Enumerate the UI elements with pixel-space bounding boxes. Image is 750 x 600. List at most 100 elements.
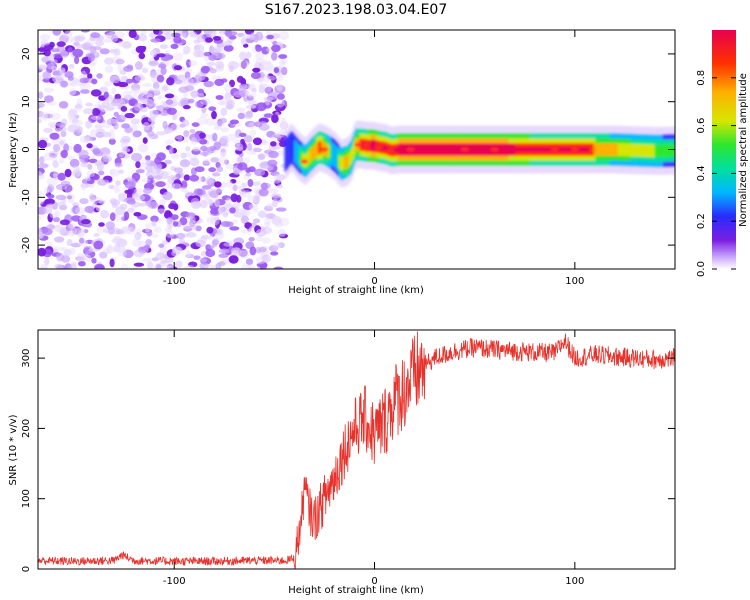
noise-speckle <box>54 236 65 243</box>
noise-speckle <box>244 113 253 120</box>
noise-speckle <box>61 247 68 252</box>
noise-speckle <box>253 218 261 224</box>
noise-speckle <box>182 30 189 38</box>
noise-speckle <box>92 197 103 204</box>
noise-speckle <box>126 199 136 205</box>
noise-speckle <box>241 188 252 193</box>
ridge-segment <box>436 146 439 153</box>
noise-speckle <box>264 221 271 228</box>
ridge-segment <box>353 142 356 155</box>
noise-speckle <box>238 132 247 137</box>
noise-speckle <box>248 122 255 129</box>
noise-speckle <box>173 167 184 173</box>
noise-speckle <box>107 244 113 253</box>
ridge-segment <box>294 140 297 163</box>
noise-speckle <box>255 31 264 41</box>
noise-speckle <box>192 49 202 57</box>
noise-speckle <box>183 174 190 181</box>
noise-speckle <box>39 111 49 119</box>
noise-speckle <box>79 135 89 144</box>
noise-speckle <box>214 199 220 208</box>
noise-speckle <box>70 82 77 88</box>
ridge-segment <box>342 157 345 170</box>
noise-speckle <box>130 118 140 125</box>
noise-speckle <box>123 65 134 72</box>
noise-speckle <box>113 111 119 117</box>
noise-speckle <box>248 237 255 242</box>
noise-speckle <box>254 121 263 128</box>
noise-speckle <box>165 170 171 176</box>
ridge-segment <box>600 143 603 156</box>
noise-speckle <box>209 190 219 198</box>
noise-speckle <box>73 143 82 153</box>
snr-tick-labels: -100 0 100 0 100 200 300 <box>21 349 584 587</box>
noise-speckle <box>180 180 188 189</box>
noise-speckle <box>99 48 110 55</box>
colorbar-tick-label: 0.8 <box>696 70 707 86</box>
noise-speckle <box>155 181 166 188</box>
noise-speckle <box>171 248 178 254</box>
noise-speckle <box>207 234 214 241</box>
colorbar-tick-label: 0.2 <box>696 213 707 229</box>
noise-speckle <box>199 151 209 156</box>
noise-speckle <box>212 132 218 142</box>
ridge-segment <box>667 144 670 157</box>
noise-speckle <box>52 246 64 252</box>
ridge-segment <box>630 143 633 157</box>
noise-speckle <box>270 251 279 256</box>
noise-speckle <box>229 79 235 88</box>
noise-speckle <box>172 52 184 61</box>
noise-speckle <box>201 106 207 114</box>
noise-speckle <box>115 213 125 222</box>
noise-speckle <box>94 123 104 129</box>
noise-speckle <box>118 152 125 158</box>
ridge-segment <box>664 144 667 157</box>
noise-speckle <box>162 191 173 201</box>
noise-speckle <box>266 34 274 40</box>
noise-speckle <box>118 192 125 199</box>
noise-speckle <box>112 48 122 56</box>
noise-speckle <box>193 188 204 196</box>
noise-speckle <box>85 120 93 129</box>
noise-speckle <box>172 221 179 227</box>
noise-speckle <box>135 169 145 174</box>
noise-speckle <box>68 247 76 255</box>
noise-speckle <box>75 256 85 261</box>
noise-speckle <box>113 98 123 104</box>
noise-speckle <box>115 58 125 65</box>
noise-speckle <box>228 255 239 264</box>
noise-speckle <box>172 246 182 252</box>
noise-speckle <box>112 227 121 235</box>
noise-speckle <box>273 215 281 221</box>
noise-speckle <box>49 112 61 121</box>
noise-speckle <box>90 89 102 97</box>
noise-speckle <box>273 266 284 269</box>
ridge-segment <box>503 146 507 153</box>
noise-speckle <box>264 217 271 226</box>
noise-speckle <box>103 38 113 43</box>
noise-speckle <box>156 152 167 161</box>
ridge-segment <box>670 144 673 157</box>
noise-speckle <box>223 242 234 247</box>
noise-speckle <box>211 75 222 80</box>
ridge-segment <box>528 146 531 153</box>
noise-speckle <box>210 157 220 163</box>
noise-speckle <box>157 95 163 100</box>
noise-speckle <box>158 63 167 69</box>
noise-speckle <box>85 102 93 107</box>
noise-speckle <box>248 226 255 233</box>
noise-speckle <box>185 146 191 152</box>
noise-speckle <box>153 30 160 35</box>
ridge-segment <box>348 152 351 166</box>
noise-speckle <box>86 143 93 149</box>
ridge-segment <box>508 146 511 153</box>
noise-speckle <box>149 109 159 119</box>
ridge-segment <box>635 144 638 157</box>
noise-speckle <box>236 107 246 113</box>
noise-speckle <box>201 234 209 240</box>
noise-speckle <box>277 74 284 81</box>
noise-speckle <box>230 247 242 256</box>
ridge-segment <box>395 147 398 153</box>
noise-speckle <box>273 173 284 182</box>
noise-speckle <box>208 167 217 173</box>
